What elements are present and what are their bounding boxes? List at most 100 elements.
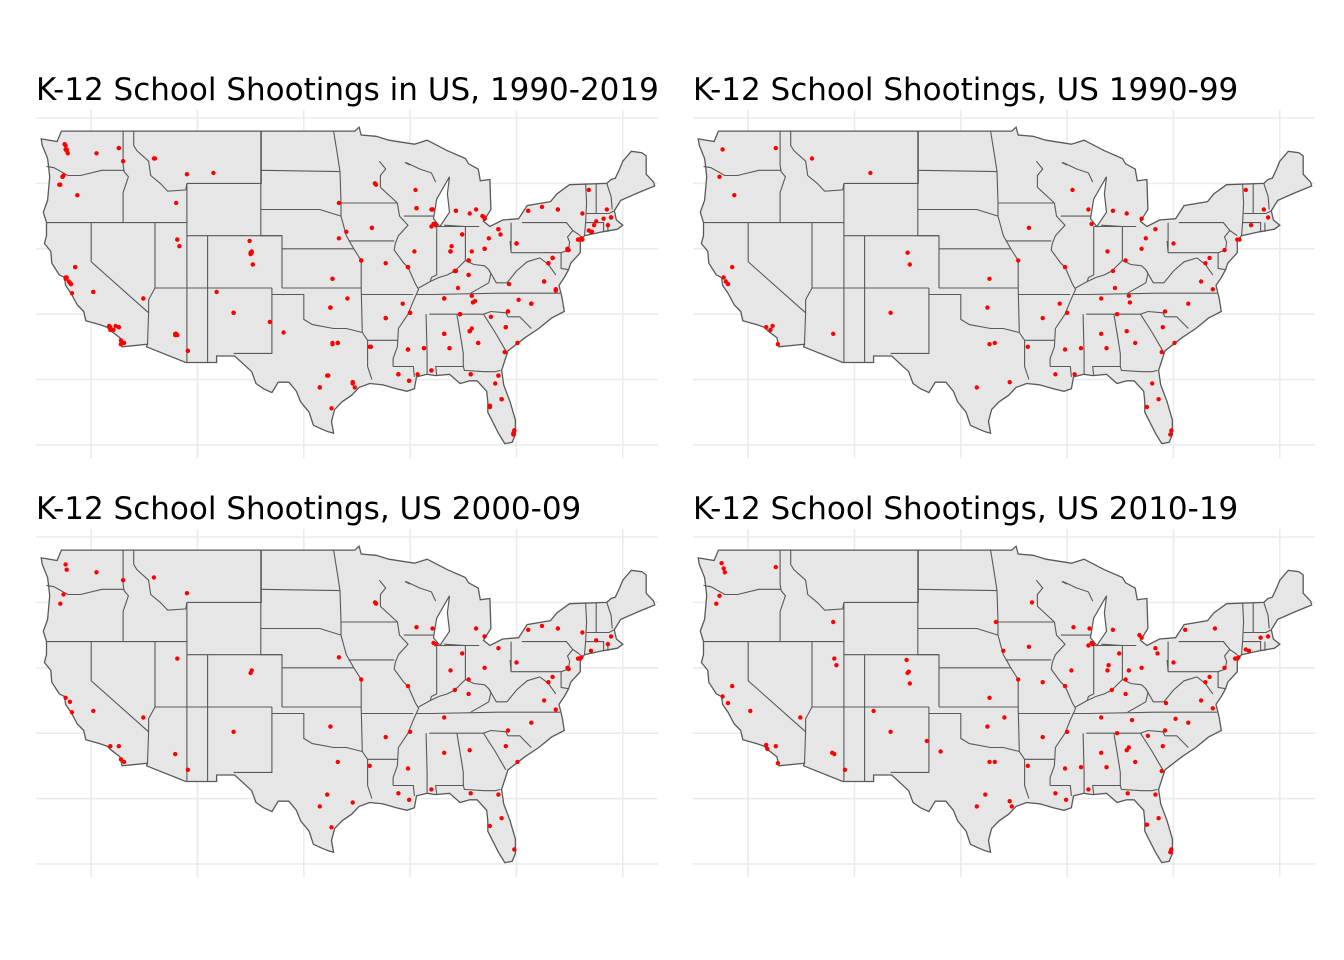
shooting-point [773, 744, 778, 749]
shooting-point [231, 310, 236, 315]
state-border [1140, 732, 1164, 771]
shooting-point [608, 634, 614, 639]
shooting-point [546, 261, 551, 266]
shooting-point [924, 738, 929, 744]
panel-title: K-12 School Shootings in US, 1990-2019 [36, 72, 659, 108]
shooting-point [1007, 380, 1012, 385]
shooting-point [732, 193, 737, 198]
shooting-point [369, 225, 375, 230]
shooting-point [768, 327, 773, 332]
shooting-point [57, 182, 62, 187]
state-border [1166, 222, 1169, 253]
shooting-point [717, 593, 722, 598]
state-border [917, 588, 998, 592]
shooting-point [1053, 791, 1058, 796]
shooting-point [1117, 651, 1122, 656]
state-border [703, 584, 782, 596]
state-border [1050, 365, 1072, 377]
shooting-point [421, 346, 427, 351]
state-border [1049, 621, 1077, 786]
shooting-point [407, 729, 413, 734]
shooting-point [473, 626, 479, 631]
shooting-point [61, 592, 66, 597]
state-border [583, 183, 588, 236]
state-border [1061, 162, 1068, 166]
shooting-point [541, 279, 547, 284]
shooting-point [430, 207, 435, 212]
shooting-point [905, 250, 910, 255]
shooting-point [448, 249, 453, 254]
shooting-point [467, 748, 472, 753]
shooting-point [94, 151, 99, 156]
shooting-point [328, 724, 333, 729]
shooting-point [63, 562, 68, 567]
state-border [404, 162, 411, 166]
shooting-point [730, 264, 735, 270]
shooting-point [107, 323, 112, 329]
shooting-point [722, 570, 727, 575]
shooting-point [905, 670, 910, 676]
shooting-point [1001, 648, 1006, 653]
shooting-point [396, 791, 401, 796]
shooting-point [1210, 706, 1215, 711]
state-border [1140, 729, 1189, 748]
shooting-point [516, 297, 521, 302]
state-border [425, 314, 428, 375]
shooting-point [467, 211, 472, 216]
shooting-point [1025, 763, 1030, 768]
shooting-point [1144, 822, 1150, 827]
state-border [393, 365, 415, 377]
shooting-point [1099, 715, 1104, 720]
state-border [430, 679, 466, 701]
shooting-point [798, 715, 803, 720]
shooting-point [499, 816, 504, 821]
panel-title: K-12 School Shootings, US 2010-19 [693, 491, 1239, 527]
state-border [990, 131, 999, 217]
shooting-point [383, 261, 388, 266]
shooting-point [60, 174, 65, 179]
shooting-point [717, 174, 722, 179]
state-border [462, 785, 501, 792]
shooting-point [330, 276, 335, 281]
state-border [418, 645, 438, 708]
shooting-point [405, 766, 411, 771]
shooting-point [1162, 309, 1168, 314]
shooting-point [1129, 717, 1135, 723]
state-border [1049, 202, 1077, 367]
shooting-point [748, 708, 753, 714]
shooting-point [1210, 287, 1215, 292]
shooting-point [987, 759, 992, 765]
shooting-point [553, 287, 558, 292]
state-border [1101, 224, 1123, 228]
state-border [1062, 581, 1094, 602]
shooting-point [482, 634, 487, 639]
state-border [1035, 160, 1055, 204]
shooting-point [1139, 665, 1144, 670]
shooting-point [249, 668, 254, 673]
shooting-point [1086, 787, 1091, 792]
shooting-point [1105, 249, 1110, 254]
shooting-point [466, 691, 471, 697]
shooting-point [111, 327, 116, 332]
state-border [521, 641, 581, 656]
shooting-point [1070, 187, 1075, 193]
state-border [1240, 183, 1245, 236]
shooting-point [1071, 625, 1076, 630]
shooting-point [1104, 765, 1109, 770]
shooting-point [250, 262, 255, 267]
shooting-point [405, 347, 411, 352]
shooting-point [151, 575, 157, 580]
shooting-point [1026, 644, 1032, 649]
state-border [405, 162, 437, 183]
state-border [779, 550, 787, 642]
shooting-point [1162, 728, 1168, 733]
shooting-point [415, 372, 420, 377]
shooting-point [1169, 428, 1174, 433]
shooting-point [405, 683, 411, 689]
shooting-point [58, 601, 63, 606]
shooting-point [721, 566, 726, 571]
shooting-point [1099, 750, 1104, 755]
shooting-point [594, 219, 599, 224]
shooting-point [406, 797, 412, 802]
shooting-points [57, 142, 614, 437]
